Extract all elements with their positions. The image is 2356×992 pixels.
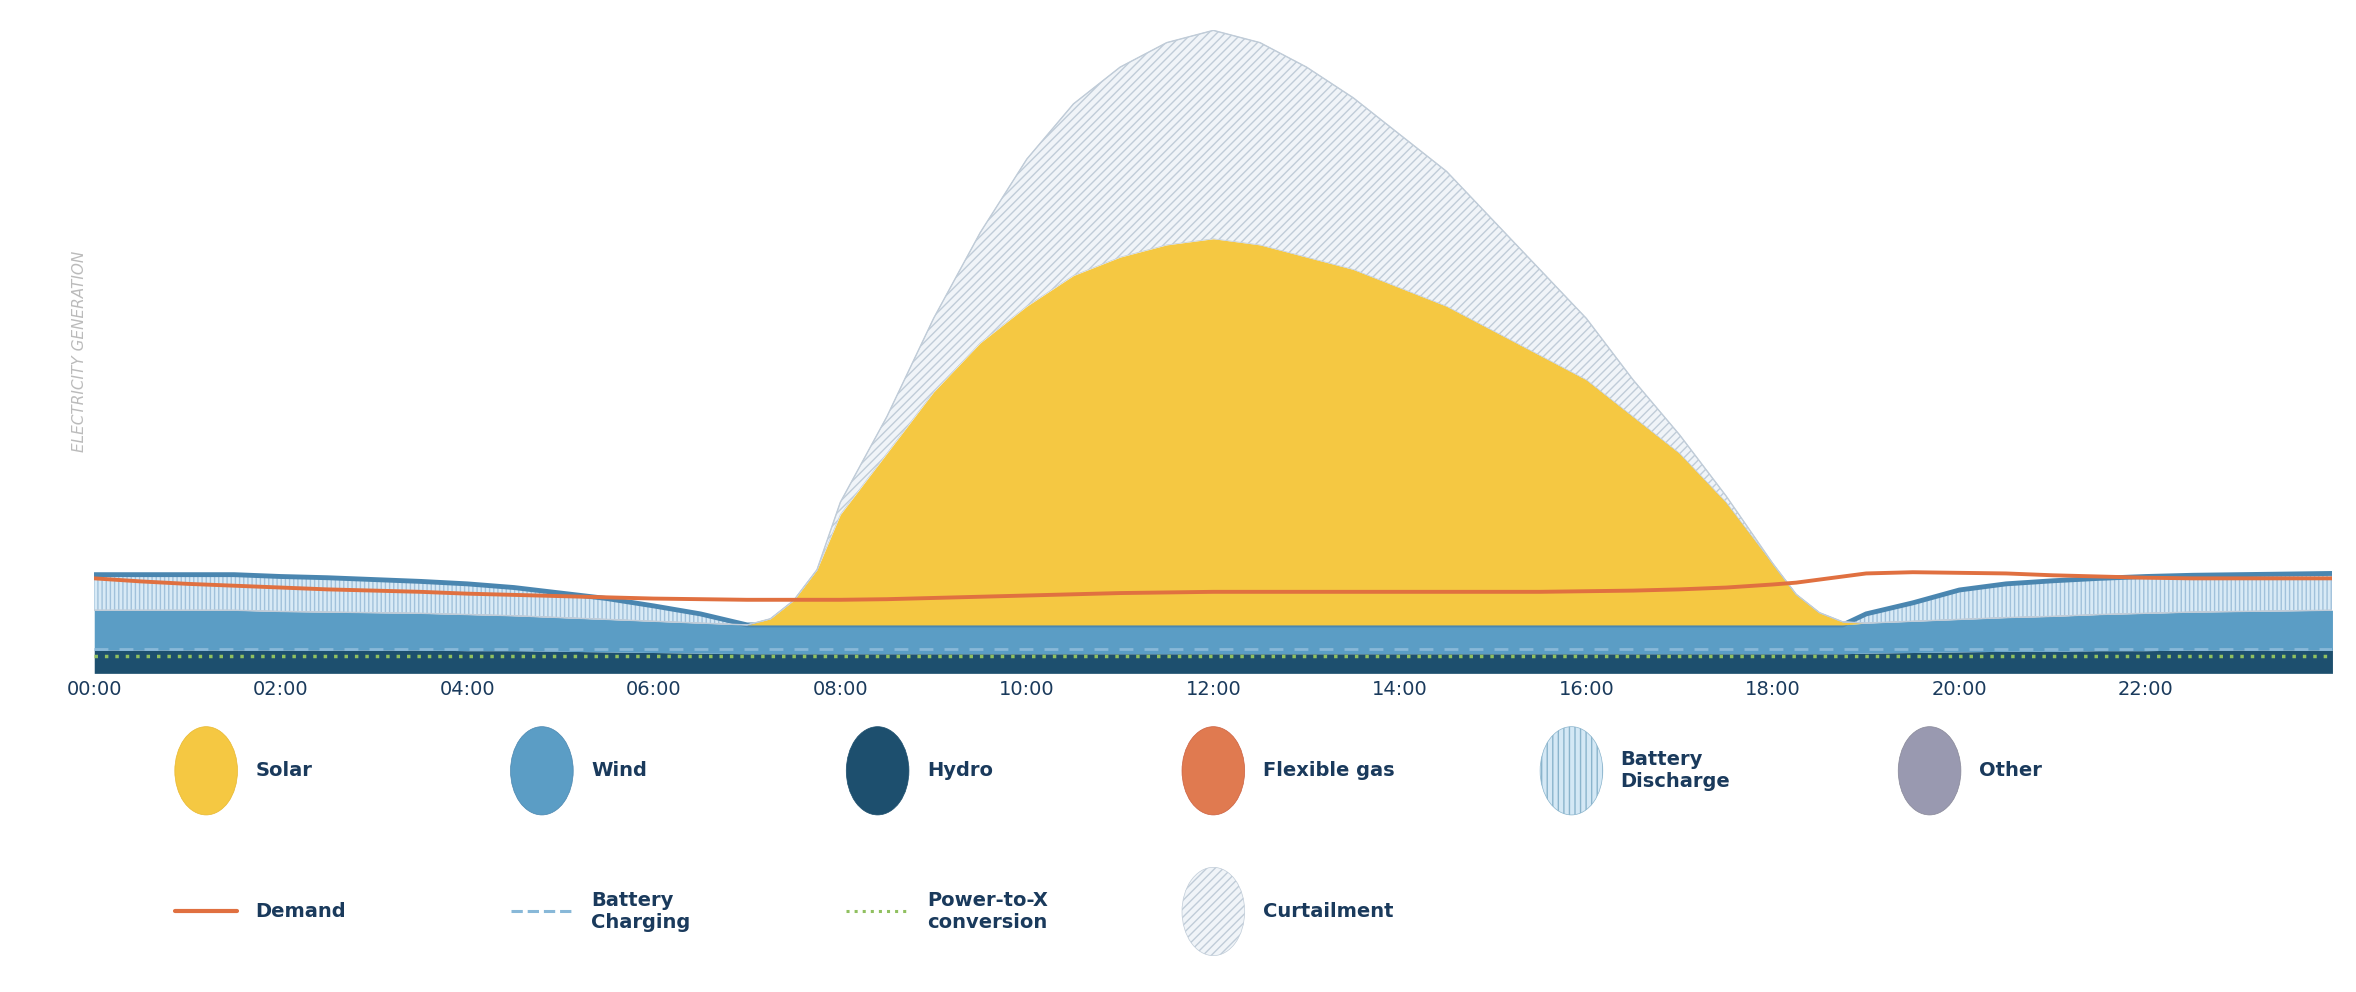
Ellipse shape bbox=[511, 727, 573, 815]
Text: Wind: Wind bbox=[591, 761, 648, 781]
Text: Battery
Discharge: Battery Discharge bbox=[1621, 750, 1729, 792]
Text: Other: Other bbox=[1979, 761, 2043, 781]
Ellipse shape bbox=[174, 727, 238, 815]
Text: Flexible gas: Flexible gas bbox=[1263, 761, 1395, 781]
Y-axis label: ELECTRICITY GENERATION: ELECTRICITY GENERATION bbox=[73, 251, 87, 452]
Text: Power-to-X
conversion: Power-to-X conversion bbox=[926, 891, 1048, 931]
Text: Solar: Solar bbox=[254, 761, 313, 781]
Ellipse shape bbox=[1183, 867, 1244, 955]
Text: Demand: Demand bbox=[254, 902, 346, 921]
Text: Battery
Charging: Battery Charging bbox=[591, 891, 690, 931]
Text: Hydro: Hydro bbox=[926, 761, 992, 781]
Ellipse shape bbox=[1183, 727, 1244, 815]
Ellipse shape bbox=[846, 727, 909, 815]
Ellipse shape bbox=[1899, 727, 1960, 815]
Ellipse shape bbox=[1541, 727, 1602, 815]
Text: Curtailment: Curtailment bbox=[1263, 902, 1392, 921]
